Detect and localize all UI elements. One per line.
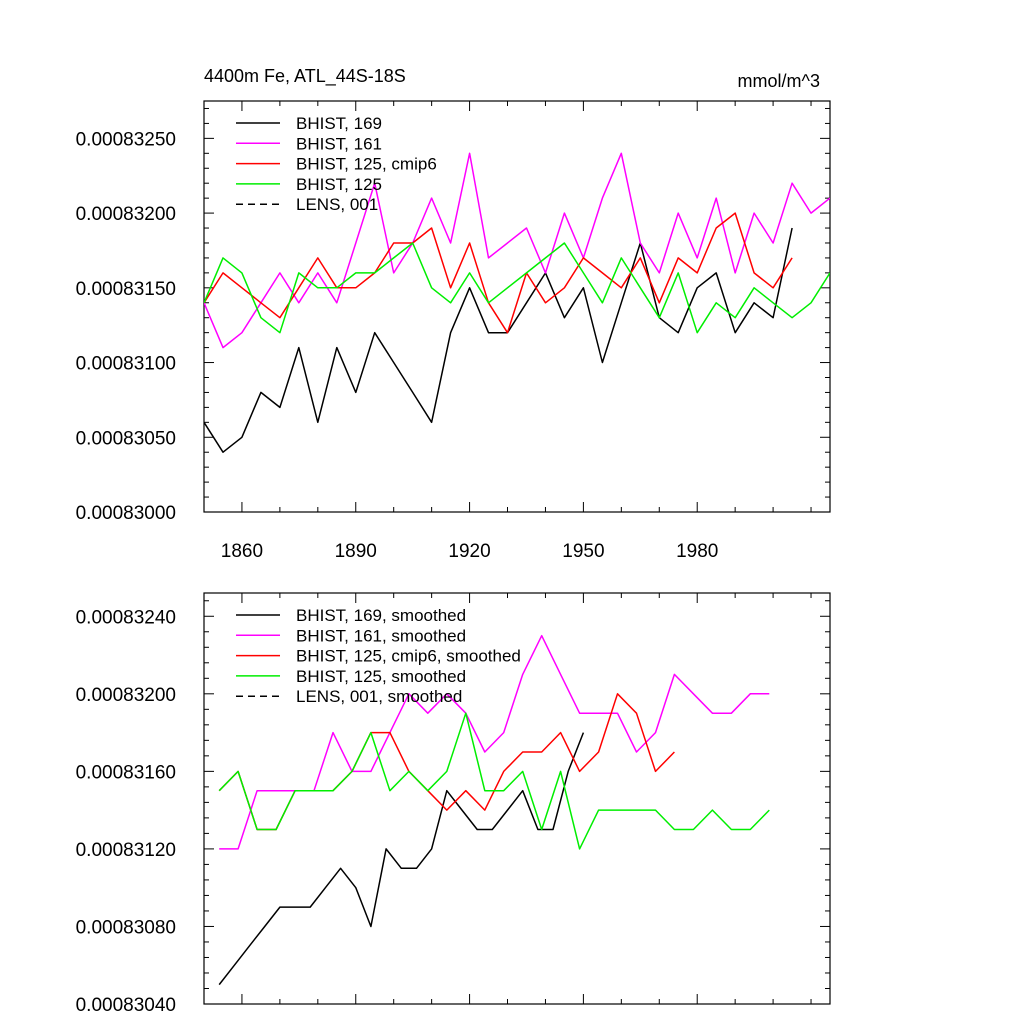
plot-frame bbox=[203, 100, 831, 513]
series-line bbox=[204, 227, 793, 453]
y-tick-label: 0.00083200 bbox=[76, 685, 176, 706]
series-line bbox=[204, 242, 830, 334]
y-tick-label: 0.00083050 bbox=[76, 428, 176, 449]
y-tick-label: 0.00083040 bbox=[76, 995, 176, 1016]
units-label: mmol/m^3 bbox=[738, 71, 820, 91]
legend-label: BHIST, 169 bbox=[296, 114, 382, 133]
x-tick-label: 1860 bbox=[221, 541, 263, 562]
series-line bbox=[204, 152, 830, 349]
x-tick-label: 1950 bbox=[562, 541, 604, 562]
legend-label: LENS, 001, smoothed bbox=[296, 687, 462, 706]
series-line bbox=[218, 712, 770, 850]
chart-title: 4400m Fe, ATL_44S-18S bbox=[204, 66, 406, 87]
x-tick-label: 1890 bbox=[335, 541, 377, 562]
y-tick-label: 0.00083200 bbox=[76, 204, 176, 225]
top-panel: 4400m Fe, ATL_44S-18S mmol/m^3 1860 1890 1… bbox=[76, 66, 831, 562]
y-tick-label: 0.00083120 bbox=[76, 840, 176, 861]
y-tick-label: 0.00083160 bbox=[76, 762, 176, 783]
legend-label: BHIST, 125, smoothed bbox=[296, 667, 466, 686]
y-tick-label: 0.00083250 bbox=[76, 129, 176, 150]
y-tick-label: 0.00083080 bbox=[76, 917, 176, 938]
series-line bbox=[218, 693, 675, 831]
legend-label: BHIST, 169, smoothed bbox=[296, 606, 466, 625]
series-line bbox=[218, 732, 585, 986]
legend-label: BHIST, 161 bbox=[296, 134, 382, 153]
bottom-panel: 0.00083040 0.00083080 0.00083120 0.00083160… bbox=[76, 592, 831, 1016]
y-tick-label: 0.00083150 bbox=[76, 279, 176, 300]
legend-label: BHIST, 125, cmip6 bbox=[296, 155, 437, 174]
legend-label: BHIST, 125, cmip6, smoothed bbox=[296, 647, 521, 666]
series-line bbox=[204, 212, 793, 334]
x-tick-label: 1980 bbox=[676, 541, 718, 562]
legend-label: BHIST, 161, smoothed bbox=[296, 626, 466, 645]
y-tick-label: 0.00083000 bbox=[76, 503, 176, 524]
plot-frame bbox=[203, 592, 831, 1005]
legend-label: BHIST, 125 bbox=[296, 175, 382, 194]
y-tick-label: 0.00083240 bbox=[76, 607, 176, 628]
legend-label: LENS, 001 bbox=[296, 195, 378, 214]
y-tick-label: 0.00083100 bbox=[76, 354, 176, 375]
x-tick-label: 1920 bbox=[448, 541, 490, 562]
